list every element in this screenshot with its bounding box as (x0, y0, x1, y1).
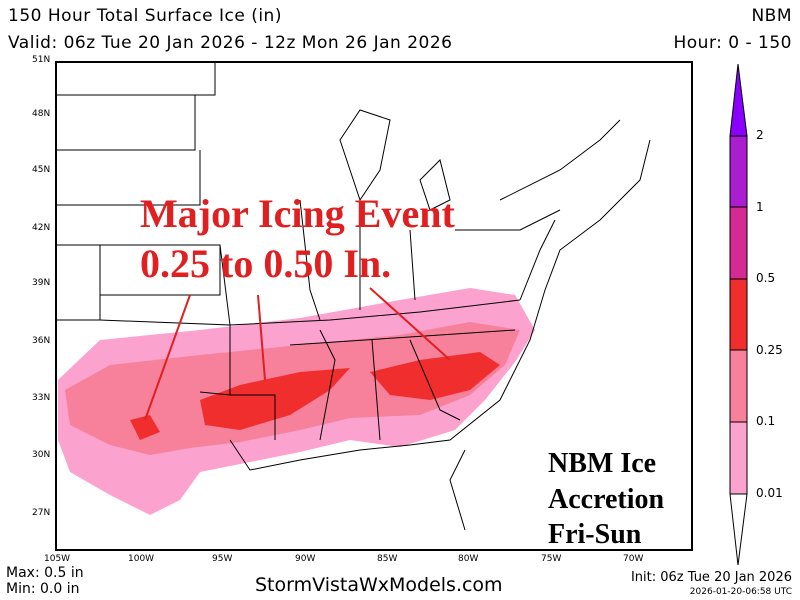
lat-label: 42N (32, 223, 51, 233)
lon-label: 80W (458, 554, 479, 564)
lat-label: 51N (32, 55, 51, 65)
lat-label: 30N (32, 450, 51, 460)
lon-label: 100W (128, 554, 155, 564)
label-accretion: Accretion (548, 484, 665, 515)
annotation-arrows (144, 287, 451, 421)
headline-amount: 0.25 to 0.50 In. (140, 241, 392, 286)
map-title: 150 Hour Total Surface Ice (in) (8, 6, 282, 26)
colorbar-label: 1 (756, 200, 764, 214)
lon-label: 90W (295, 554, 316, 564)
ice-contours (58, 288, 535, 515)
colorbar-label: 0.5 (756, 271, 776, 285)
colorbar-label: 0.01 (756, 486, 783, 500)
lon-label: 105W (44, 554, 71, 564)
colorbar (729, 63, 748, 566)
max-value: Max: 0.5 in (6, 565, 84, 581)
lat-label: 27N (32, 508, 51, 518)
map-frame (55, 61, 693, 551)
model-name: NBM (751, 6, 792, 26)
lat-label: 39N (32, 278, 51, 288)
label-nbm-ice: NBM Ice (548, 448, 657, 479)
colorbar-label: 0.25 (756, 343, 783, 357)
site-watermark: StormVistaWxModels.com (255, 574, 503, 596)
valid-period: Valid: 06z Tue 20 Jan 2026 - 12z Mon 26 … (8, 33, 453, 53)
lon-label: 75W (541, 554, 562, 564)
min-value: Min: 0.0 in (6, 581, 80, 597)
headline-major-icing: Major Icing Event (140, 191, 455, 236)
lat-label: 45N (32, 165, 51, 175)
colorbar-label: 2 (756, 128, 764, 142)
lat-label: 33N (32, 393, 51, 403)
lon-label: 95W (212, 554, 233, 564)
boundaries (56, 62, 651, 531)
forecast-hours: Hour: 0 - 150 (673, 33, 792, 53)
lat-label: 48N (32, 109, 51, 119)
label-fri-sun: Fri-Sun (548, 519, 642, 550)
init-time: Init: 06z Tue 20 Jan 2026 (630, 570, 792, 585)
lon-label: 85W (377, 554, 398, 564)
colorbar-label: 0.1 (756, 414, 776, 428)
lon-label: 70W (623, 554, 644, 564)
lat-label: 36N (32, 336, 51, 346)
timestamp: 2026-01-20-06:58 UTC (689, 587, 792, 597)
